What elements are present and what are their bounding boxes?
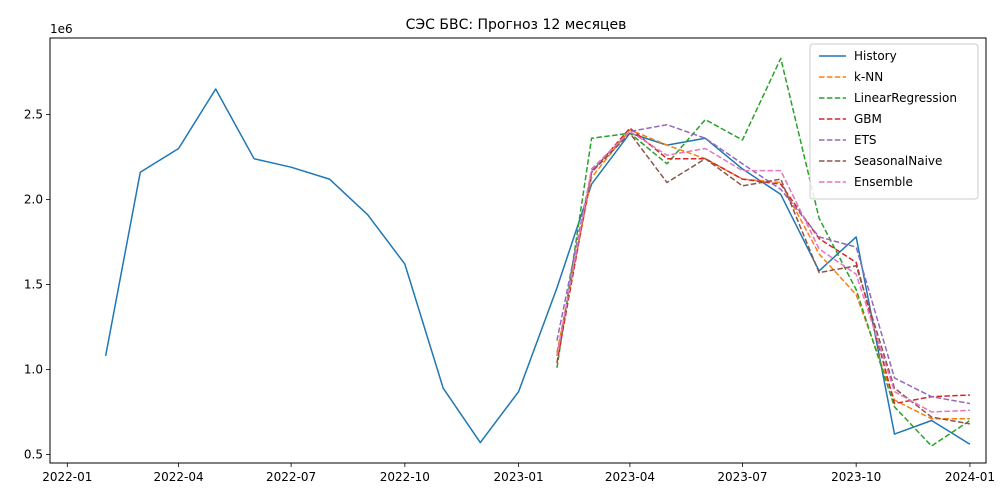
x-tick-label: 2023-10 xyxy=(831,470,881,484)
x-axis: 2022-01 2022-04 2022-07 2022-10 2023-01 2023-… xyxy=(42,463,995,484)
x-tick-label: 2022-10 xyxy=(380,470,430,484)
series-line-ensemble xyxy=(556,130,970,413)
series-line-gbm xyxy=(556,127,970,405)
x-tick-label: 2022-07 xyxy=(266,470,316,484)
x-tick-label: 2024-01 xyxy=(945,470,995,484)
x-tick-label: 2023-07 xyxy=(717,470,767,484)
y-offset-label: 1e6 xyxy=(50,22,73,36)
legend-label: SeasonalNaive xyxy=(854,154,942,168)
legend-box xyxy=(809,43,979,200)
chart-title: СЭС БВС: Прогноз 12 месяцев xyxy=(406,17,627,33)
series-line-seasonalnaive xyxy=(556,132,971,425)
y-axis: 0.5 1.0 1.5 2.0 2.5 xyxy=(24,108,50,462)
series-line-linearregression xyxy=(556,57,971,447)
legend-label: LinearRegression xyxy=(854,91,957,105)
x-tick-label: 2022-04 xyxy=(154,470,204,484)
plot-frame xyxy=(49,37,987,464)
plot-area xyxy=(104,57,971,447)
y-tick-label: 1.0 xyxy=(24,363,43,377)
y-tick-label: 0.5 xyxy=(24,448,43,462)
legend-label: History xyxy=(854,49,897,63)
legend-label: GBM xyxy=(854,112,882,126)
y-tick-label: 2.5 xyxy=(24,108,43,122)
x-tick-label: 2023-01 xyxy=(494,470,544,484)
legend-label: ETS xyxy=(854,133,877,147)
series-line-history xyxy=(104,88,971,445)
legend: History k-NN LinearRegression GBM ETS Seasona… xyxy=(809,43,979,200)
x-tick-label: 2023-04 xyxy=(605,470,655,484)
y-tick-label: 2.0 xyxy=(24,193,43,207)
legend-label: k-NN xyxy=(854,70,883,84)
x-tick-label: 2022-01 xyxy=(42,470,92,484)
y-tick-label: 1.5 xyxy=(24,278,43,292)
series-line-k-nn xyxy=(556,129,970,420)
series-line-ets xyxy=(556,123,971,405)
legend-label: Ensemble xyxy=(854,175,913,189)
